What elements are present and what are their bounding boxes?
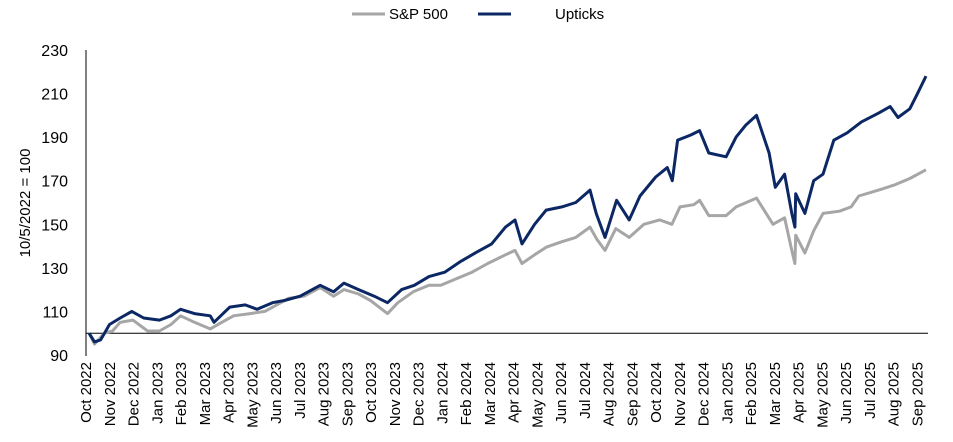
y-tick-label: 90	[50, 348, 68, 365]
y-tick-label: 210	[41, 87, 68, 104]
x-tick-label: Sep 2024	[624, 362, 641, 426]
x-tick-label: Feb 2023	[173, 362, 190, 425]
y-axis-ticks: 90 110 130 150 170 190 210 230	[41, 43, 68, 365]
x-tick-label: Jul 2024	[577, 362, 594, 419]
x-tick-label: Dec 2022	[126, 362, 143, 426]
x-tick-label: Apr 2023	[221, 362, 238, 423]
series-group	[87, 75, 928, 346]
x-tick-label: Mar 2024	[482, 362, 499, 425]
y-tick-label: 110	[42, 304, 68, 321]
x-tick-label: Jul 2025	[862, 362, 879, 419]
legend: S&P 500 Upticks	[352, 6, 604, 23]
legend-label-upticks: Upticks	[555, 6, 604, 23]
x-tick-label: Dec 2023	[411, 362, 428, 426]
y-tick-label: 150	[41, 217, 68, 234]
y-tick-label: 230	[41, 43, 68, 60]
y-axis-label: 10/5/2022 = 100	[17, 149, 34, 258]
y-tick-label: 130	[41, 261, 68, 278]
x-tick-label: Oct 2024	[648, 362, 665, 423]
x-tick-label: Apr 2024	[506, 362, 523, 423]
x-tick-label: Dec 2024	[696, 362, 713, 426]
y-tick-label: 170	[41, 174, 68, 191]
y-tick-label: 190	[41, 130, 68, 147]
series-line-upticks	[87, 75, 928, 344]
x-tick-label: Nov 2022	[102, 362, 119, 426]
x-tick-label: Oct 2022	[78, 362, 95, 423]
x-tick-label: Mar 2023	[197, 362, 214, 425]
legend-label-sp500: S&P 500	[389, 6, 448, 23]
x-tick-label: Oct 2023	[363, 362, 380, 423]
x-tick-label: Aug 2024	[601, 362, 618, 426]
x-tick-label: Jan 2025	[719, 362, 736, 424]
x-tick-label: Jun 2024	[553, 362, 570, 424]
x-tick-label: Jun 2023	[268, 362, 285, 424]
x-tick-label: Jan 2023	[149, 362, 166, 424]
x-tick-label: May 2024	[529, 362, 546, 428]
x-tick-label: Apr 2025	[791, 362, 808, 423]
x-axis-ticks: Oct 2022 Nov 2022 Dec 2022 Jan 2023 Feb 2023…	[78, 362, 926, 428]
x-tick-label: May 2025	[814, 362, 831, 428]
x-tick-label: Nov 2023	[387, 362, 404, 426]
x-tick-label: Jan 2024	[434, 362, 451, 424]
x-tick-label: Feb 2025	[743, 362, 760, 425]
x-tick-label: Mar 2025	[767, 362, 784, 425]
x-tick-label: May 2023	[244, 362, 261, 428]
x-tick-label: Jun 2025	[838, 362, 855, 424]
series-line-s-p-500	[87, 168, 927, 346]
x-tick-label: Sep 2023	[339, 362, 356, 426]
x-tick-label: Nov 2024	[672, 362, 689, 426]
x-tick-label: Aug 2025	[886, 362, 903, 426]
x-tick-label: Aug 2023	[316, 362, 333, 426]
x-tick-label: Jul 2023	[292, 362, 309, 419]
x-tick-label: Feb 2024	[458, 362, 475, 425]
x-tick-label: Sep 2025	[909, 362, 926, 426]
